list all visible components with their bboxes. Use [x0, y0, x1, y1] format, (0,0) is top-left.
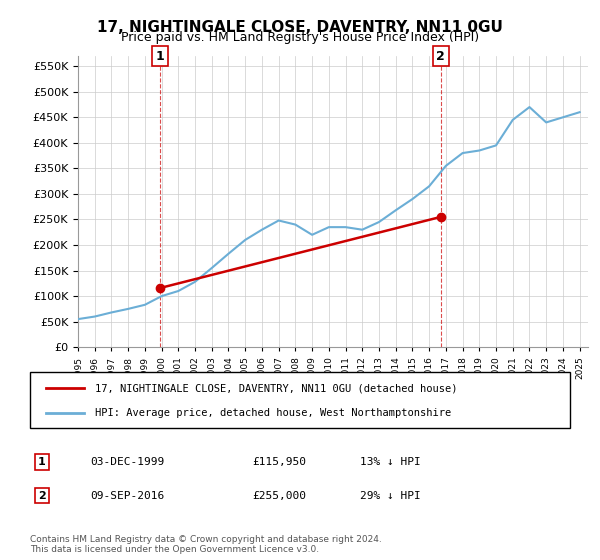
- Text: Contains HM Land Registry data © Crown copyright and database right 2024.
This d: Contains HM Land Registry data © Crown c…: [30, 535, 382, 554]
- Text: Price paid vs. HM Land Registry's House Price Index (HPI): Price paid vs. HM Land Registry's House …: [121, 31, 479, 44]
- Text: 17, NIGHTINGALE CLOSE, DAVENTRY, NN11 0GU (detached house): 17, NIGHTINGALE CLOSE, DAVENTRY, NN11 0G…: [95, 383, 457, 393]
- Text: 03-DEC-1999: 03-DEC-1999: [90, 457, 164, 467]
- Text: HPI: Average price, detached house, West Northamptonshire: HPI: Average price, detached house, West…: [95, 408, 451, 418]
- Text: 09-SEP-2016: 09-SEP-2016: [90, 491, 164, 501]
- Text: 13% ↓ HPI: 13% ↓ HPI: [360, 457, 421, 467]
- Text: 2: 2: [436, 49, 445, 63]
- Text: £255,000: £255,000: [252, 491, 306, 501]
- Text: 1: 1: [38, 457, 46, 467]
- Text: 17, NIGHTINGALE CLOSE, DAVENTRY, NN11 0GU: 17, NIGHTINGALE CLOSE, DAVENTRY, NN11 0G…: [97, 20, 503, 35]
- Text: £115,950: £115,950: [252, 457, 306, 467]
- Text: 29% ↓ HPI: 29% ↓ HPI: [360, 491, 421, 501]
- Text: 1: 1: [156, 49, 164, 63]
- FancyBboxPatch shape: [30, 372, 570, 428]
- Text: 2: 2: [38, 491, 46, 501]
